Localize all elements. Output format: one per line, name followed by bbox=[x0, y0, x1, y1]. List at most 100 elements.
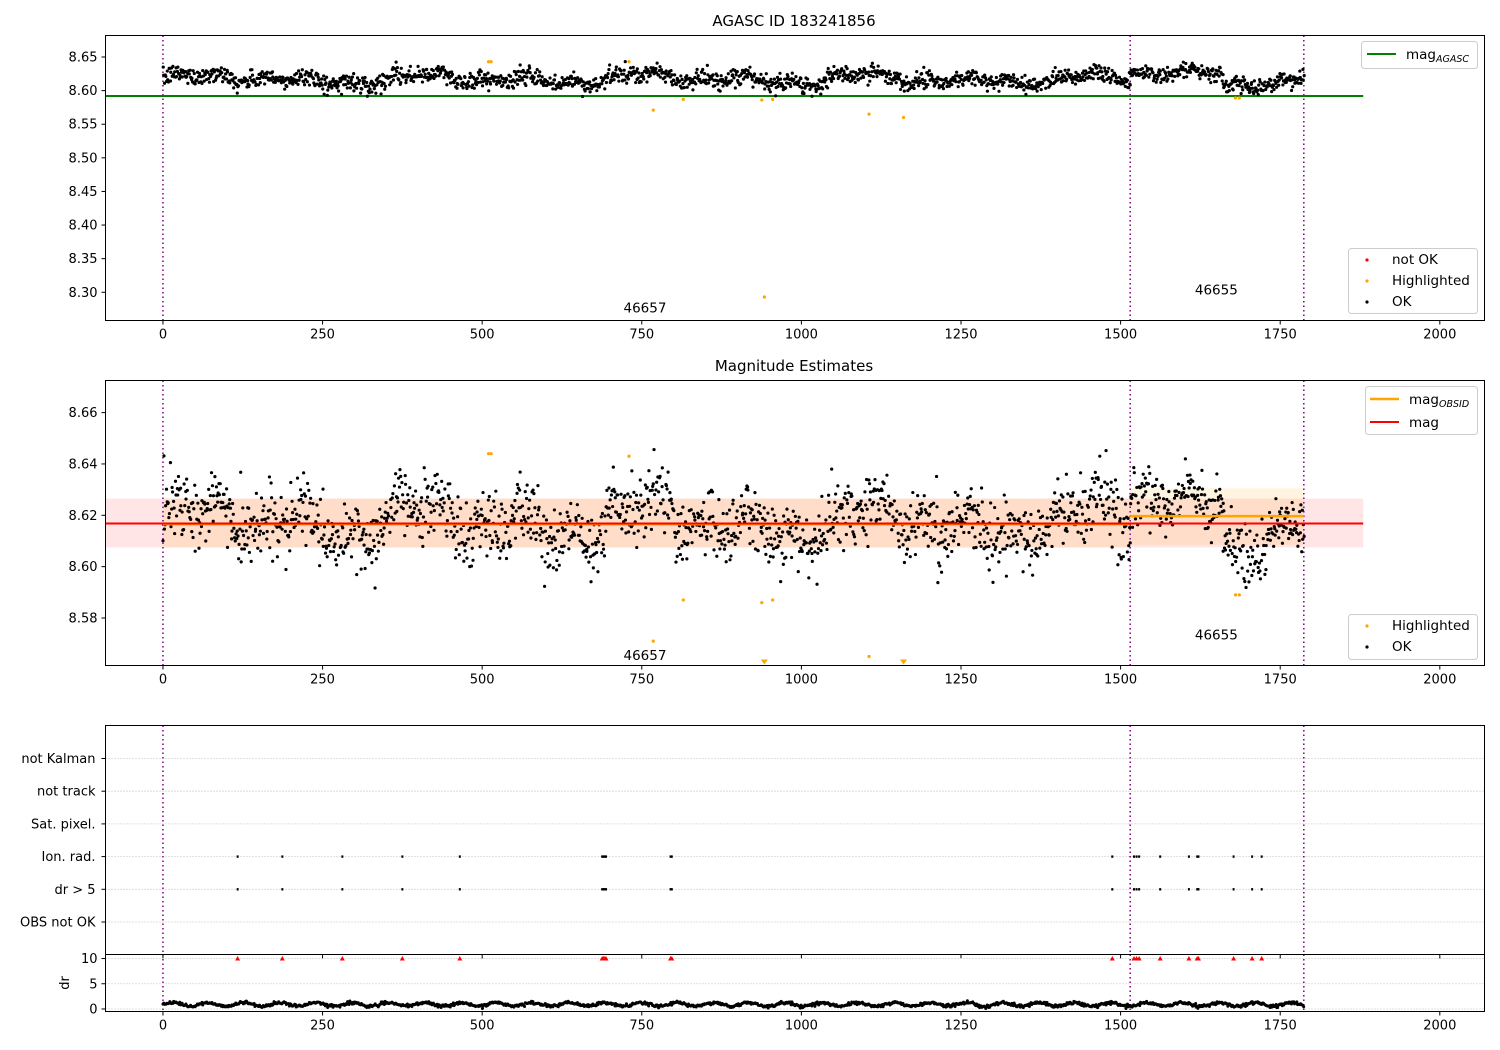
ok-point bbox=[1165, 65, 1170, 69]
legend-swatch-highlighted bbox=[1365, 624, 1369, 628]
ok-point bbox=[321, 87, 325, 91]
ok-point bbox=[1203, 526, 1207, 531]
ok-point bbox=[979, 544, 983, 548]
ok-point bbox=[863, 68, 867, 72]
ok-point bbox=[676, 512, 680, 517]
ok-point bbox=[898, 87, 903, 92]
ok-point bbox=[703, 71, 707, 76]
ok-point bbox=[1164, 535, 1168, 539]
ok-point bbox=[367, 551, 372, 555]
ok-point bbox=[1290, 500, 1294, 505]
ok-point bbox=[351, 83, 355, 87]
ok-point bbox=[289, 480, 293, 485]
ok-point bbox=[459, 527, 463, 531]
ok-point bbox=[911, 490, 915, 495]
ok-point bbox=[1098, 497, 1103, 502]
ok-point bbox=[210, 72, 214, 76]
ok-point bbox=[955, 70, 959, 74]
ok-point bbox=[622, 68, 626, 72]
ok-point bbox=[782, 514, 786, 518]
dr-point bbox=[556, 1005, 560, 1009]
ok-point bbox=[893, 77, 897, 81]
ok-point bbox=[206, 70, 210, 74]
flag-event-mark bbox=[236, 888, 239, 891]
ok-point bbox=[706, 529, 710, 533]
ok-point bbox=[383, 510, 387, 514]
ok-point bbox=[1233, 546, 1237, 550]
ok-point bbox=[679, 512, 683, 516]
ok-point bbox=[1196, 498, 1201, 502]
ok-point bbox=[674, 560, 678, 564]
flag-event-mark bbox=[601, 855, 604, 858]
ok-point bbox=[655, 61, 659, 65]
dr-plot-area bbox=[105, 954, 1485, 1012]
ok-point bbox=[1116, 495, 1120, 500]
ok-point bbox=[601, 547, 606, 551]
ok-point bbox=[278, 75, 282, 79]
ok-point bbox=[1298, 510, 1302, 514]
ok-point bbox=[602, 76, 607, 80]
ok-point bbox=[826, 529, 830, 533]
ok-point bbox=[1035, 534, 1039, 538]
ok-point bbox=[1301, 537, 1305, 541]
ok-point bbox=[1001, 547, 1005, 551]
ok-point bbox=[269, 496, 274, 500]
ok-point bbox=[652, 72, 656, 76]
ok-point bbox=[377, 540, 381, 544]
ok-point bbox=[1107, 495, 1111, 499]
ok-point bbox=[1074, 519, 1078, 523]
ok-point bbox=[422, 466, 426, 470]
ok-point bbox=[680, 557, 685, 561]
ok-point bbox=[836, 537, 841, 542]
ok-point bbox=[305, 80, 309, 84]
ok-point bbox=[542, 584, 547, 588]
ok-point bbox=[379, 92, 383, 96]
ok-point bbox=[1275, 518, 1280, 522]
ok-point bbox=[1204, 73, 1208, 77]
ok-point bbox=[333, 542, 337, 546]
ok-point bbox=[869, 74, 873, 78]
ok-point bbox=[595, 536, 600, 541]
ok-point bbox=[793, 514, 797, 518]
ok-point bbox=[790, 71, 794, 75]
ok-point bbox=[401, 507, 405, 511]
ok-point bbox=[179, 504, 183, 508]
ok-point bbox=[168, 79, 173, 83]
ok-point bbox=[184, 70, 188, 74]
ok-point bbox=[354, 86, 359, 90]
ok-point bbox=[1268, 538, 1272, 542]
ok-point bbox=[562, 544, 566, 548]
ok-point bbox=[1033, 86, 1038, 91]
ok-point bbox=[392, 518, 396, 522]
ok-point bbox=[436, 64, 440, 69]
ok-point bbox=[1241, 543, 1245, 548]
ok-point bbox=[747, 526, 752, 530]
ok-point bbox=[191, 501, 195, 505]
ok-point bbox=[1264, 87, 1268, 92]
ok-point bbox=[477, 525, 481, 530]
ok-point bbox=[957, 513, 962, 518]
ok-point bbox=[267, 475, 272, 479]
ok-point bbox=[190, 530, 194, 534]
ok-point bbox=[396, 476, 401, 480]
ok-point bbox=[1236, 571, 1240, 575]
ok-point bbox=[577, 513, 581, 518]
flag-event-mark bbox=[1138, 888, 1141, 891]
ok-point bbox=[193, 483, 197, 487]
flag-event-mark bbox=[1159, 855, 1162, 858]
ok-point bbox=[305, 481, 310, 486]
ok-point bbox=[1069, 501, 1073, 505]
ok-point bbox=[385, 516, 389, 520]
ok-point bbox=[1170, 502, 1174, 506]
ok-point bbox=[1187, 486, 1191, 490]
ok-point bbox=[434, 481, 438, 486]
ok-point bbox=[1195, 510, 1199, 514]
ok-point bbox=[890, 528, 894, 532]
highlighted-point bbox=[760, 98, 764, 102]
ok-point bbox=[450, 70, 454, 74]
ok-point bbox=[1140, 67, 1145, 71]
ok-point bbox=[1010, 529, 1014, 533]
ok-point bbox=[997, 560, 1001, 564]
ok-point bbox=[1031, 573, 1035, 577]
ok-point bbox=[977, 512, 981, 517]
